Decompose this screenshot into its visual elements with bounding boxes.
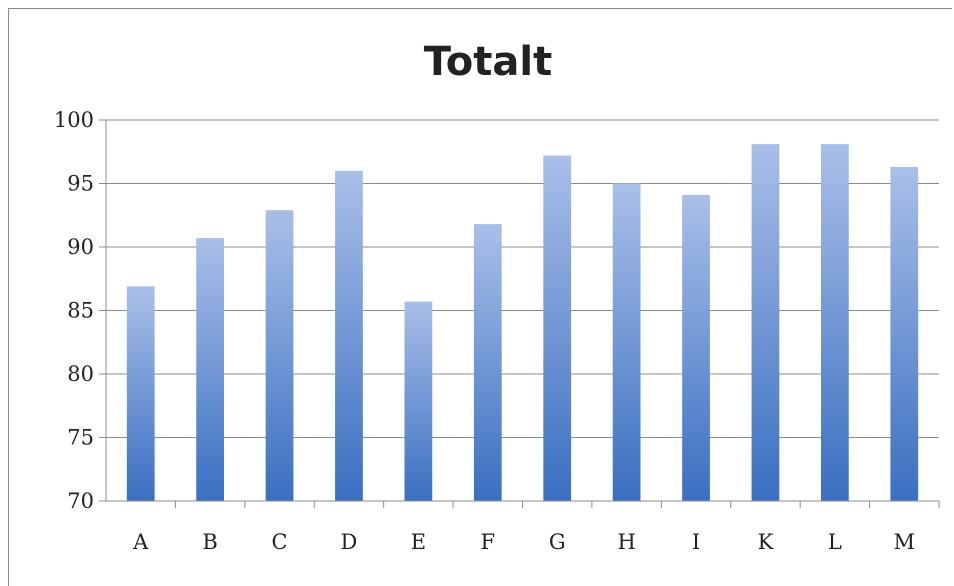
- y-tick-label: 90: [67, 235, 94, 259]
- x-tick-label-C: C: [272, 530, 288, 554]
- axes: [99, 120, 940, 508]
- chart-frame: Totalt 70 75 80 85 90 95 100 A B C D E F G H I K L M: [8, 8, 952, 586]
- y-tick-label: 100: [54, 108, 94, 132]
- bars: [126, 144, 919, 502]
- chart-title: Totalt: [424, 39, 552, 85]
- x-tick-label-B: B: [202, 530, 217, 554]
- x-tick-label-M: M: [894, 530, 916, 554]
- bar-I: [682, 194, 710, 501]
- x-tick-label-K: K: [758, 530, 774, 554]
- y-tick-label: 75: [67, 426, 94, 450]
- bar-H: [612, 183, 641, 501]
- y-tick-label: 80: [67, 362, 94, 386]
- y-tick-label: 70: [67, 489, 94, 513]
- bar-M: [890, 166, 919, 502]
- y-tick-label: 95: [67, 172, 94, 196]
- x-tick-label-D: D: [341, 530, 358, 554]
- x-tick-label-F: F: [481, 530, 496, 554]
- x-tick-label-G: G: [549, 530, 566, 554]
- bar-chart: Totalt 70 75 80 85 90 95 100 A B C D E F G H I K L M: [54, 39, 940, 554]
- bar-E: [404, 301, 433, 501]
- bar-A: [126, 286, 155, 501]
- x-tick-label-L: L: [828, 530, 842, 554]
- x-tick-label-E: E: [411, 530, 426, 554]
- x-tick-label-H: H: [617, 530, 635, 554]
- bar-K: [751, 144, 780, 501]
- gridlines: [99, 119, 939, 438]
- bar-C: [265, 210, 294, 502]
- bar-B: [196, 238, 225, 502]
- bar-G: [543, 155, 572, 501]
- y-tick-label: 85: [67, 299, 94, 323]
- x-tick-label-A: A: [132, 530, 149, 554]
- tick-labels: 70 75 80 85 90 95 100 A B C D E F G H I K L M: [54, 108, 915, 554]
- bar-F: [473, 224, 502, 501]
- bar-D: [335, 170, 363, 502]
- bar-L: [820, 144, 849, 501]
- x-tick-label-I: I: [692, 530, 700, 554]
